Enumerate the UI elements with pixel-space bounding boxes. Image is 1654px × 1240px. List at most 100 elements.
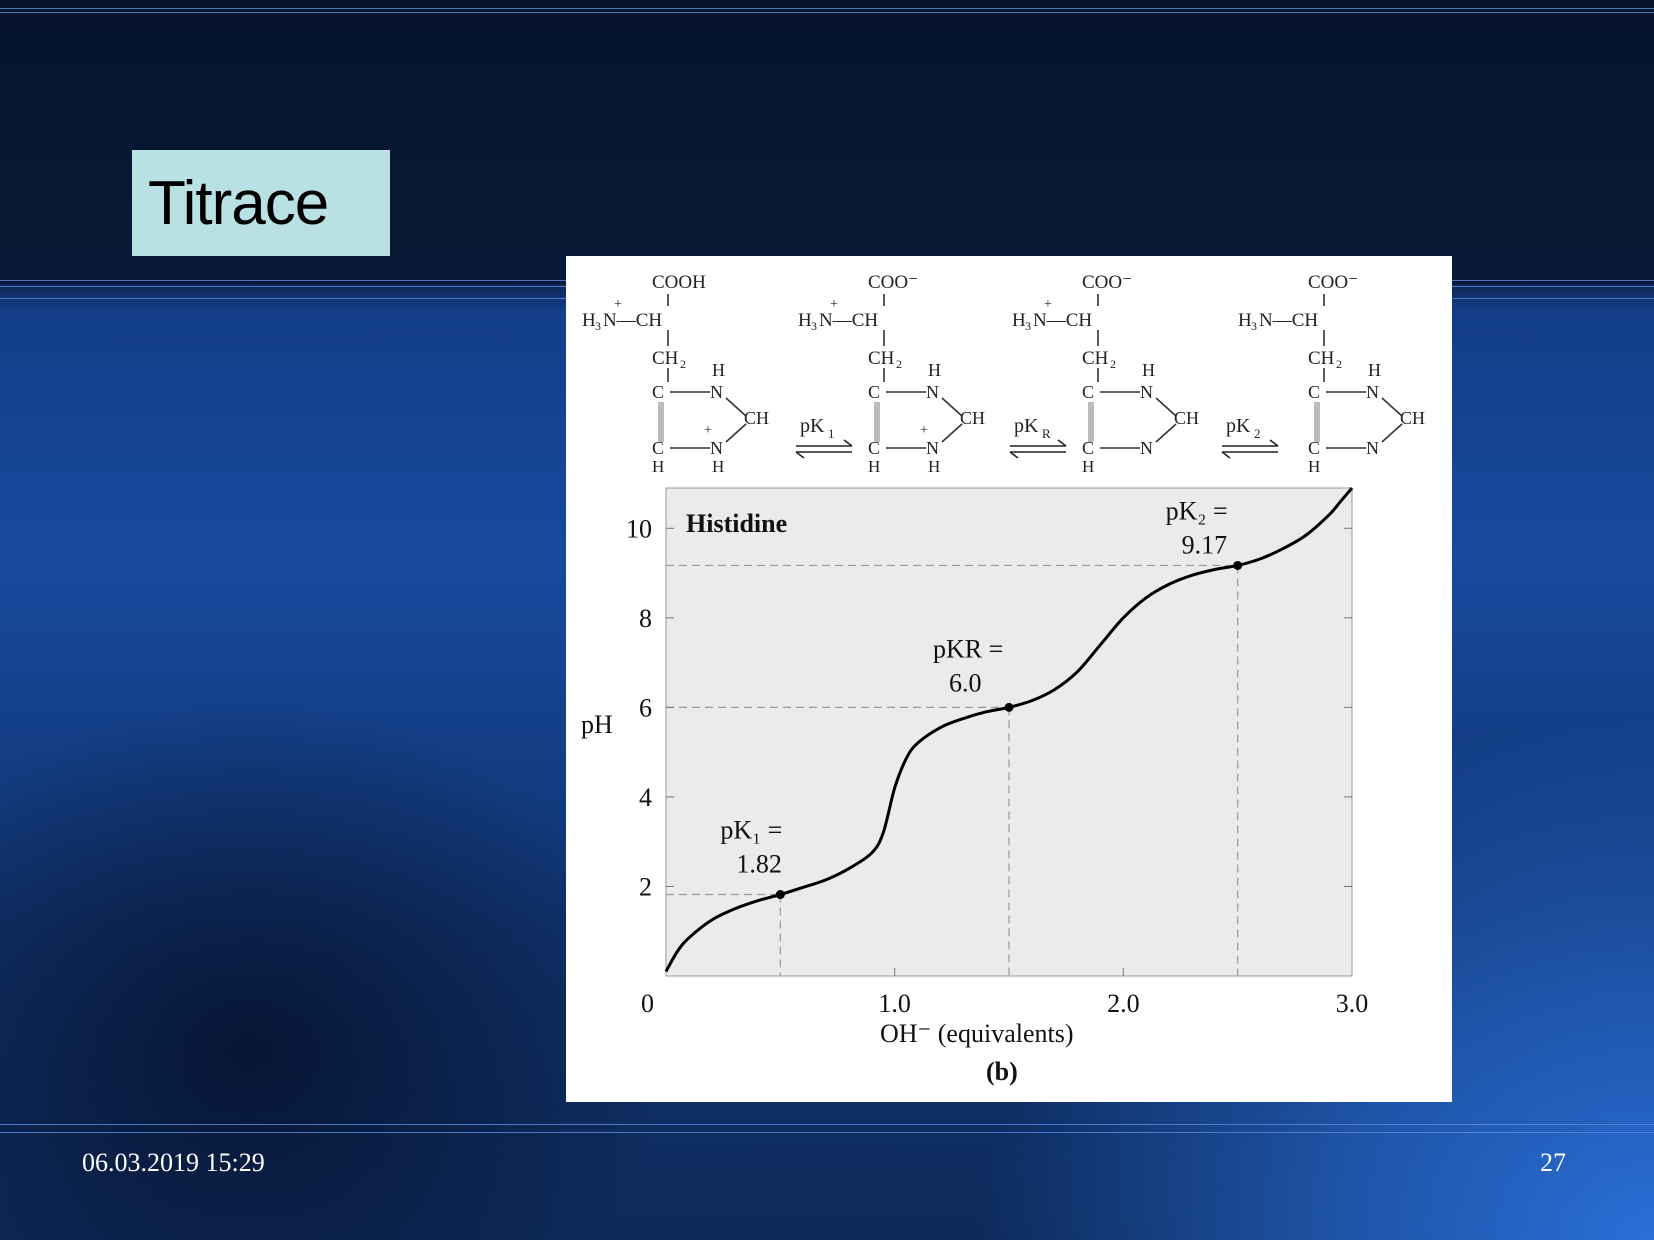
carboxyl-group: COO⁻ (1082, 272, 1132, 293)
top-rule-2 (0, 12, 1654, 13)
footer-date: 06.03.2019 15:29 (82, 1148, 265, 1177)
methylene-subscript: 2 (1110, 357, 1116, 371)
ring-double-bond (1088, 402, 1094, 442)
methylene-ch: CH (868, 348, 895, 369)
y-tick-label: 2 (639, 872, 652, 901)
arrow-label: pK (1226, 415, 1251, 437)
amine-plus: + (614, 297, 622, 312)
carboxyl-group: COO⁻ (1308, 272, 1358, 293)
amine-h-subscript: 3 (595, 319, 601, 333)
slide-title-box: Titrace (132, 150, 390, 256)
arrow-label-subscript: R (1042, 426, 1051, 441)
y-tick-label: 10 (626, 514, 652, 543)
titration-figure: COOH H 3 N—CH + CH 2 C H N CH C N + H H COO⁻ H 3 N—CH + CH 2 C H… (566, 256, 1452, 1102)
pk-label-line1: pK₂ = (1166, 496, 1228, 525)
equilibrium-arrow-3: pK 2 (1221, 415, 1279, 459)
methylene-subscript: 2 (680, 357, 686, 371)
ring-n2: N (1140, 438, 1153, 458)
titration-curve (664, 487, 1354, 973)
arrow-label-subscript: 2 (1254, 426, 1261, 441)
top-rule (0, 8, 1654, 9)
ring-n-hydrogen: H (928, 457, 940, 476)
ring-carbon-bottom: C (652, 438, 664, 458)
ring-n1: N (1140, 382, 1153, 402)
pk-point (775, 890, 785, 900)
pk-point (1004, 702, 1014, 712)
ring-carbon-top: C (1082, 382, 1094, 402)
pk-label-line1: pK₁ = (720, 816, 782, 845)
bond-n1-ch (941, 397, 963, 417)
ring-ch: CH (744, 408, 769, 428)
pk-label-line1: pKR = (933, 634, 1003, 663)
arrow-label-subscript: 1 (828, 426, 835, 441)
bond-n1-ch (1381, 397, 1403, 417)
ring-carbon-top: C (868, 382, 880, 402)
carboxyl-group: COO⁻ (868, 272, 918, 293)
figure-caption: (b) (986, 1057, 1018, 1086)
amine-h: H (798, 310, 812, 331)
pk-label-line2: 6.0 (949, 668, 982, 697)
amine-h: H (1238, 310, 1252, 331)
ring-c-hydrogen: H (652, 457, 664, 476)
equilibrium-arrow-1: pK 1 (795, 415, 853, 459)
x-tick-label: 3.0 (1336, 989, 1369, 1018)
ring-plus: + (704, 423, 712, 438)
amine-n-ch: N—CH (819, 310, 878, 331)
reverse-arrowhead (1009, 451, 1019, 459)
bond-n2-ch (1381, 423, 1403, 443)
ring-c-hydrogen: H (1082, 457, 1094, 476)
amine-plus: + (1044, 297, 1052, 312)
ring-n1: N (1366, 382, 1379, 402)
x-tick-label: 2.0 (1107, 989, 1140, 1018)
x-tick-label: 0 (641, 989, 654, 1018)
ring-nh-hydrogen: H (928, 360, 941, 380)
ring-ch: CH (1400, 408, 1425, 428)
bond-n1-ch (725, 397, 747, 417)
methylene-subscript: 2 (896, 357, 902, 371)
reverse-arrowhead (795, 451, 805, 459)
ring-nh-hydrogen: H (712, 360, 725, 380)
x-axis-label: OH⁻ (equivalents) (880, 1019, 1074, 1048)
amine-n-ch: N—CH (1033, 310, 1092, 331)
amine-h-subscript: 3 (1025, 319, 1031, 333)
reverse-arrowhead (1221, 451, 1231, 459)
titration-chart: pK₁ = 1.82 pKR = 6.0 pK₂ = 9.17 2 4 6 8 10 0 1.0 2.0… (581, 487, 1368, 1086)
amine-plus: + (830, 297, 838, 312)
ring-c-hydrogen: H (1308, 457, 1320, 476)
y-axis-label: pH (581, 710, 613, 739)
ring-double-bond (658, 402, 664, 442)
ring-n1: N (926, 382, 939, 402)
ring-carbon-top: C (1308, 382, 1320, 402)
x-tick-label: 1.0 (878, 989, 911, 1018)
pk-point (1233, 560, 1243, 570)
ring-nh-hydrogen: H (1142, 360, 1155, 380)
slide-number: 27 (1540, 1148, 1566, 1177)
ring-carbon-top: C (652, 382, 664, 402)
axis-ticks: 2 4 6 8 10 0 1.0 2.0 3.0 (626, 514, 1368, 1018)
ring-double-bond (874, 402, 880, 442)
pk-label-line2: 9.17 (1182, 530, 1228, 559)
ring-n-hydrogen: H (712, 457, 724, 476)
carboxyl-group: COOH (652, 272, 706, 293)
y-tick-label: 6 (639, 693, 652, 722)
ring-ch: CH (1174, 408, 1199, 428)
ring-double-bond (1314, 402, 1320, 442)
methylene-ch: CH (1308, 348, 1335, 369)
ring-nh-hydrogen: H (1368, 360, 1381, 380)
amine-h: H (582, 310, 596, 331)
amine-h-subscript: 3 (1251, 319, 1257, 333)
chart-title: Histidine (686, 509, 787, 538)
ring-carbon-bottom: C (868, 438, 880, 458)
bond-n2-ch (941, 423, 963, 443)
bond-n2-ch (1155, 423, 1177, 443)
equilibrium-arrow-2: pK R (1009, 415, 1067, 459)
ring-n1: N (710, 382, 723, 402)
methylene-ch: CH (652, 348, 679, 369)
ring-c-hydrogen: H (868, 457, 880, 476)
